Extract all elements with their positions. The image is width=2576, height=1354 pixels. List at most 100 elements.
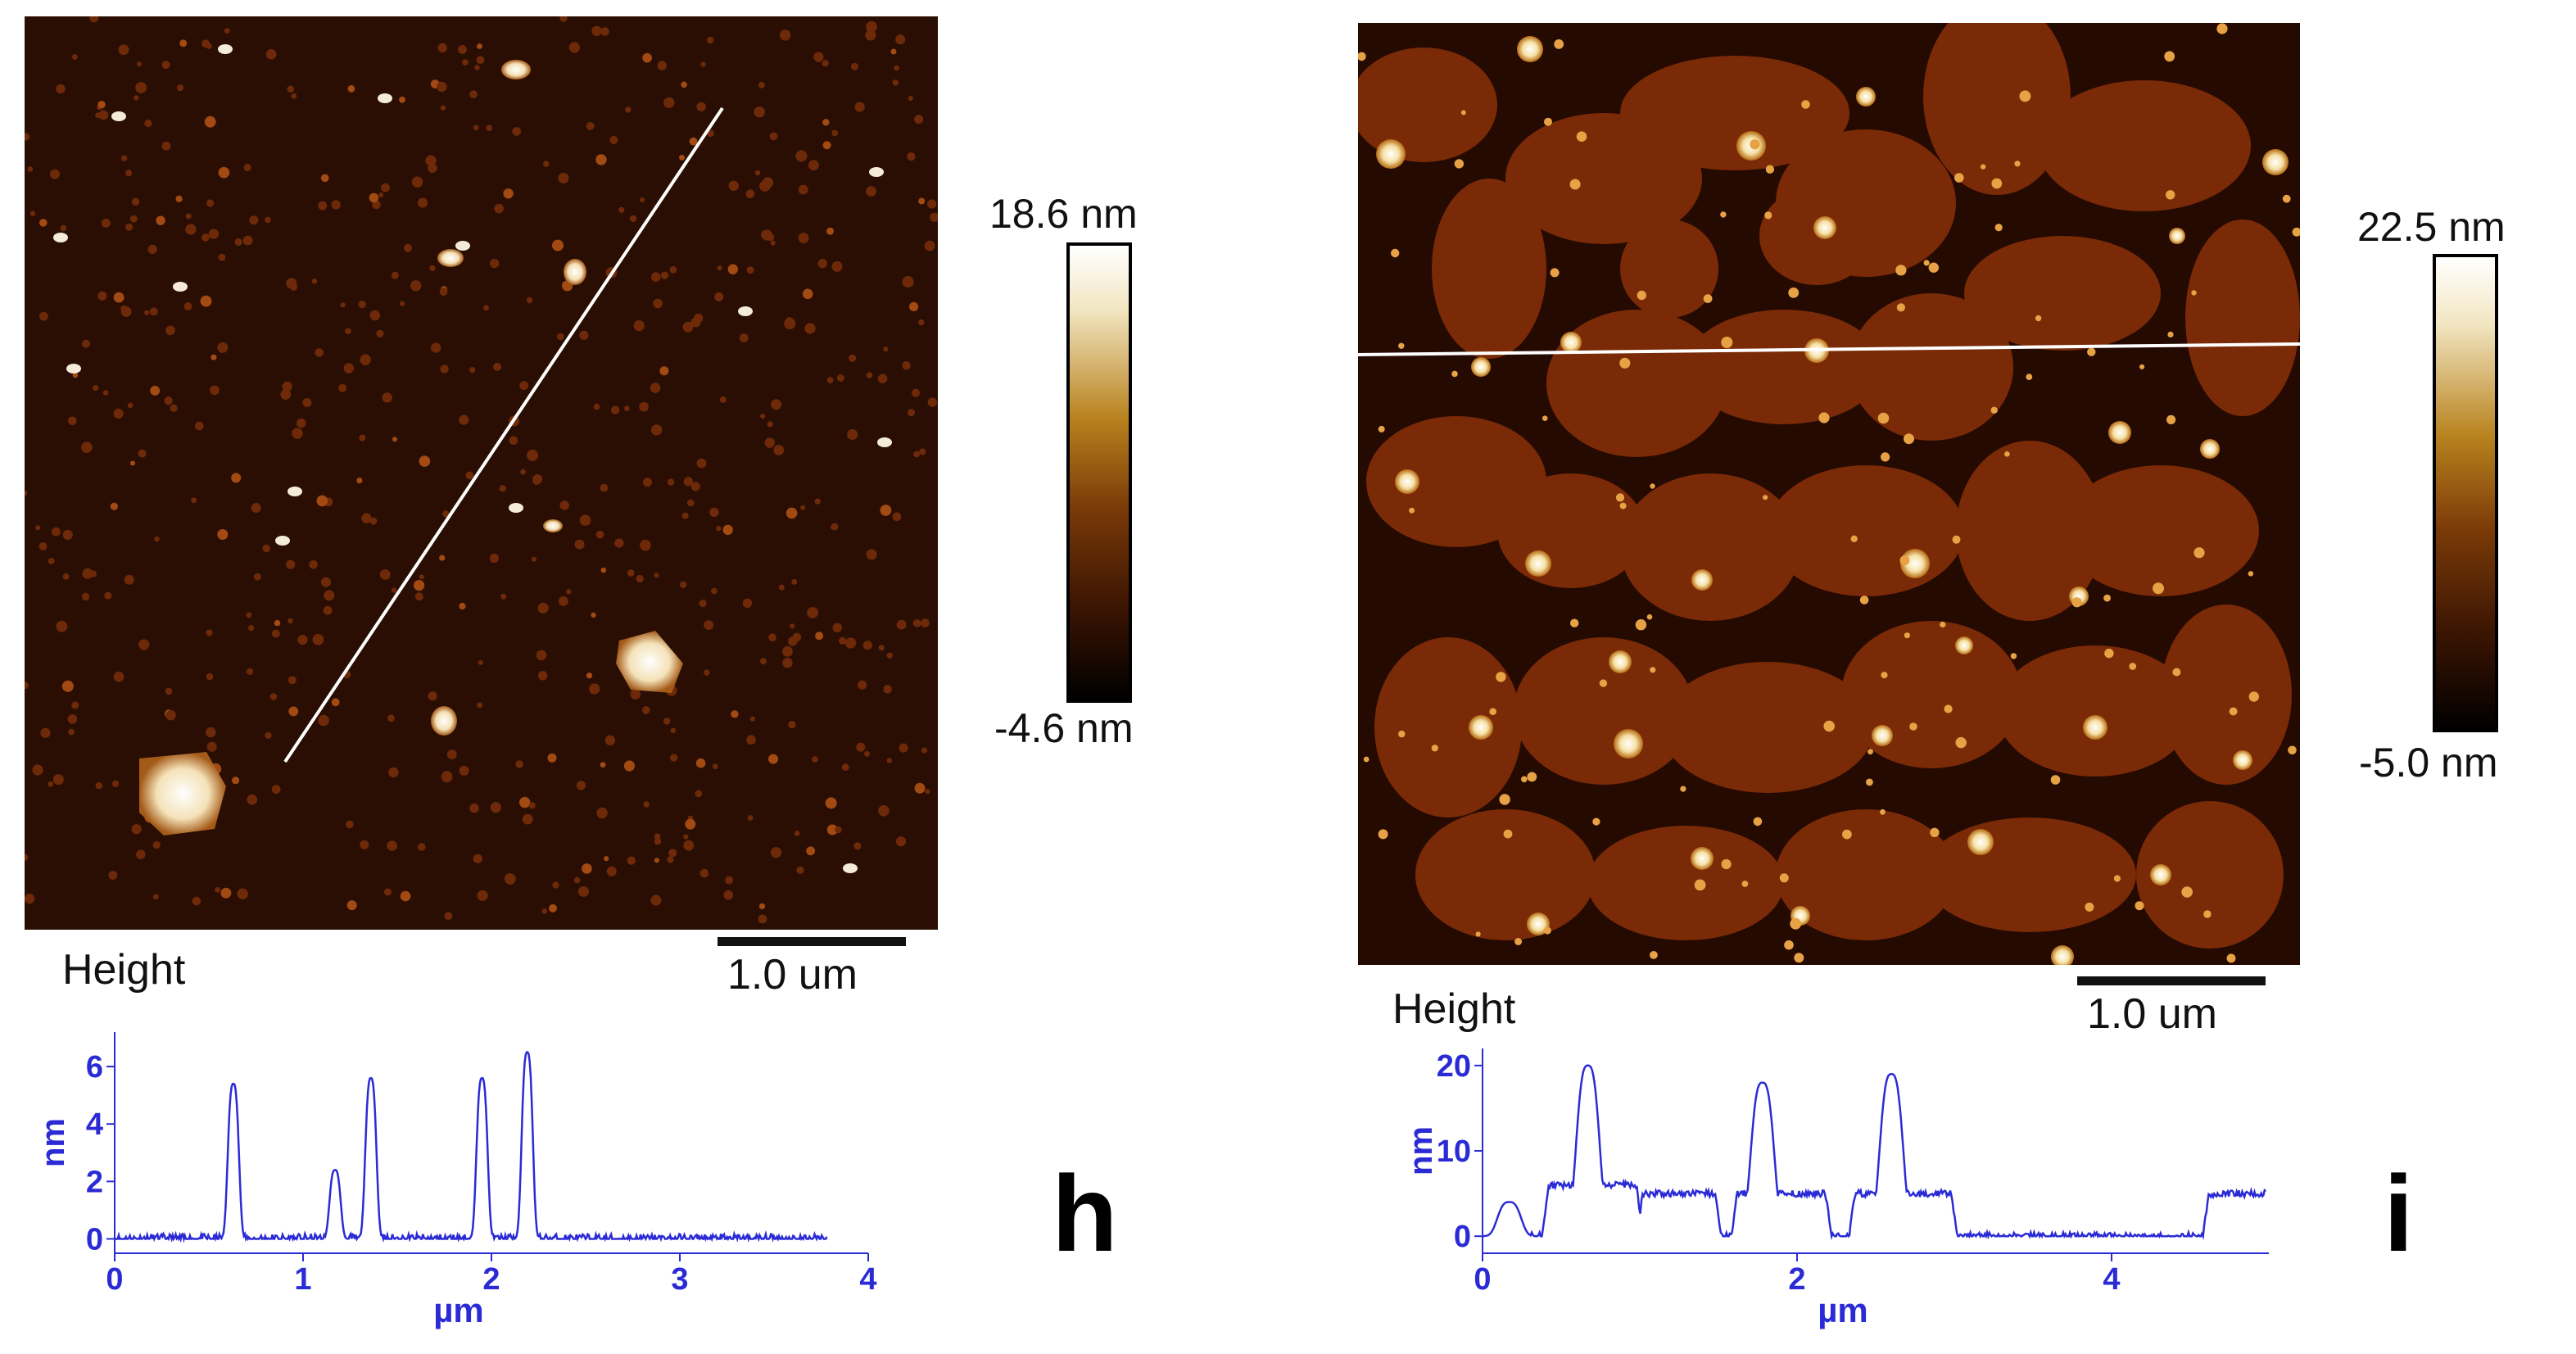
surface-particle <box>586 672 593 679</box>
surface-particle <box>247 794 258 805</box>
surface-particle <box>400 301 405 306</box>
surface-particle <box>150 386 161 396</box>
surface-particle <box>849 354 857 362</box>
surface-particle <box>414 592 423 601</box>
surface-particle <box>746 266 754 274</box>
small-particle <box>1940 621 1946 628</box>
surface-particle <box>39 219 48 227</box>
surface-particle <box>768 754 778 764</box>
surface-particle <box>206 629 213 636</box>
surface-particle <box>654 837 662 845</box>
surface-particle <box>685 818 696 830</box>
surface-particle <box>161 61 170 70</box>
surface-particle <box>185 213 192 220</box>
surface-particle <box>246 612 252 618</box>
panel-letter-i: i <box>2384 1153 2414 1274</box>
surface-particle <box>625 106 632 113</box>
surface-particle <box>25 682 29 690</box>
small-particle <box>2087 347 2096 356</box>
surface-particle <box>164 396 173 405</box>
surface-particle <box>254 573 261 581</box>
surface-particle <box>376 329 384 337</box>
surface-particle <box>360 354 371 365</box>
surface-particle <box>695 790 703 798</box>
surface-particle <box>206 672 214 681</box>
profile-scan-line <box>283 106 724 763</box>
surface-particle <box>82 339 90 348</box>
surface-particle <box>711 587 718 595</box>
surface-particle <box>474 65 480 70</box>
surface-particle <box>388 767 399 778</box>
colorbar-max-label-i: 22.5 nm <box>2357 204 2506 250</box>
surface-particle <box>72 372 79 378</box>
small-particle <box>1790 917 1802 930</box>
aggregate-flake <box>616 631 683 693</box>
surface-particle <box>600 27 609 36</box>
small-particle <box>1650 483 1655 489</box>
surface-particle <box>552 239 564 251</box>
surface-particle <box>437 43 447 53</box>
surface-particle <box>907 152 916 161</box>
surface-particle <box>758 903 766 909</box>
aggregate-small <box>564 259 586 285</box>
small-particle <box>2004 451 2010 457</box>
surface-particle <box>858 680 867 690</box>
bright-particle <box>2233 750 2252 770</box>
protein-domain <box>1776 809 1956 940</box>
surface-particle <box>832 623 842 632</box>
small-particle <box>2292 227 2300 237</box>
small-particle <box>1398 342 1405 349</box>
small-particle <box>1779 873 1789 883</box>
surface-particle <box>681 81 687 88</box>
surface-particle <box>574 539 585 550</box>
small-particle <box>1952 535 1961 544</box>
surface-particle <box>25 133 30 141</box>
surface-particle <box>469 803 479 813</box>
surface-particle <box>914 115 924 125</box>
small-particle <box>2010 653 2017 659</box>
surface-particle <box>312 634 324 645</box>
aggregate-small <box>431 706 457 736</box>
surface-particle <box>108 871 118 880</box>
y-axis-label: nm <box>1403 1126 1439 1175</box>
surface-particle <box>309 560 318 569</box>
surface-particle <box>391 271 399 279</box>
surface-particle <box>895 836 907 847</box>
surface-particle <box>630 689 641 700</box>
surface-particle <box>714 292 724 301</box>
small-particle <box>1764 211 1772 220</box>
surface-particle <box>269 693 278 700</box>
surface-particle <box>586 122 595 130</box>
surface-particle <box>566 589 572 595</box>
protein-domain <box>2136 801 2284 949</box>
bright-speck <box>111 111 126 121</box>
surface-particle <box>130 460 135 466</box>
surface-particle <box>121 155 128 161</box>
surface-particle <box>138 449 147 458</box>
surface-particle <box>892 79 899 86</box>
protein-domain <box>1415 809 1596 940</box>
surface-particle <box>156 215 165 225</box>
surface-particle <box>292 428 303 439</box>
bright-particle <box>1469 715 1493 740</box>
surface-particle <box>500 593 507 600</box>
surface-particle <box>343 363 354 374</box>
surface-particle <box>717 265 722 271</box>
surface-particle <box>908 409 915 417</box>
surface-particle <box>206 43 212 49</box>
surface-particle <box>218 253 226 261</box>
surface-particle <box>558 596 568 606</box>
surface-particle <box>345 328 351 335</box>
surface-particle <box>813 52 824 62</box>
bright-particle <box>1376 139 1406 169</box>
surface-particle <box>211 354 217 360</box>
bright-particle <box>1609 650 1632 673</box>
surface-particle <box>695 758 706 768</box>
protein-domain <box>2185 220 2300 416</box>
surface-particle <box>125 223 134 231</box>
x-tick-label: 1 <box>294 1262 311 1297</box>
bright-particle <box>1525 550 1551 577</box>
surface-particle <box>271 785 281 795</box>
surface-particle <box>557 333 564 341</box>
bright-speck <box>455 241 470 251</box>
